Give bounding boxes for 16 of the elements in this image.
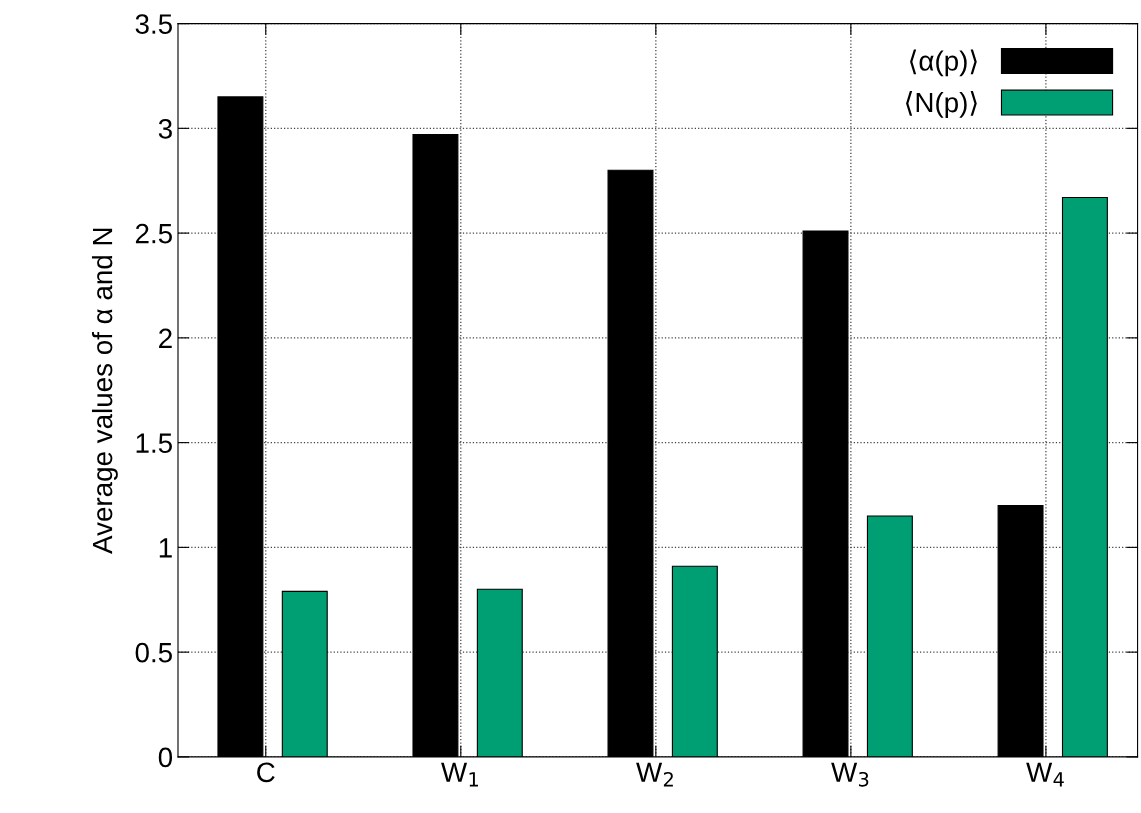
y-tick-label: 1.5 <box>136 433 172 453</box>
x-tick-label: W$_{1}$ <box>441 762 478 787</box>
y-tick-label: 2 <box>159 328 172 348</box>
y-axis-title: Average values of α and N <box>91 228 118 554</box>
legend-label: ⟨N(p)⟩ <box>906 91 977 118</box>
y-tick-label: 1 <box>159 538 172 558</box>
x-tick-label: C <box>257 762 275 783</box>
x-tick-label: W$_{2}$ <box>636 762 673 787</box>
x-tick-label: W$_{3}$ <box>831 762 869 787</box>
legend-label: ⟨α(p)⟩ <box>910 49 977 77</box>
y-tick-label: 3.5 <box>135 14 172 34</box>
y-tick-label: 3 <box>158 119 172 139</box>
y-tick-label: 0 <box>158 747 173 768</box>
y-tick-label: 0.5 <box>135 642 172 663</box>
y-tick-label: 2.5 <box>135 223 172 244</box>
x-tick-label: W$_{4}$ <box>1026 762 1064 787</box>
